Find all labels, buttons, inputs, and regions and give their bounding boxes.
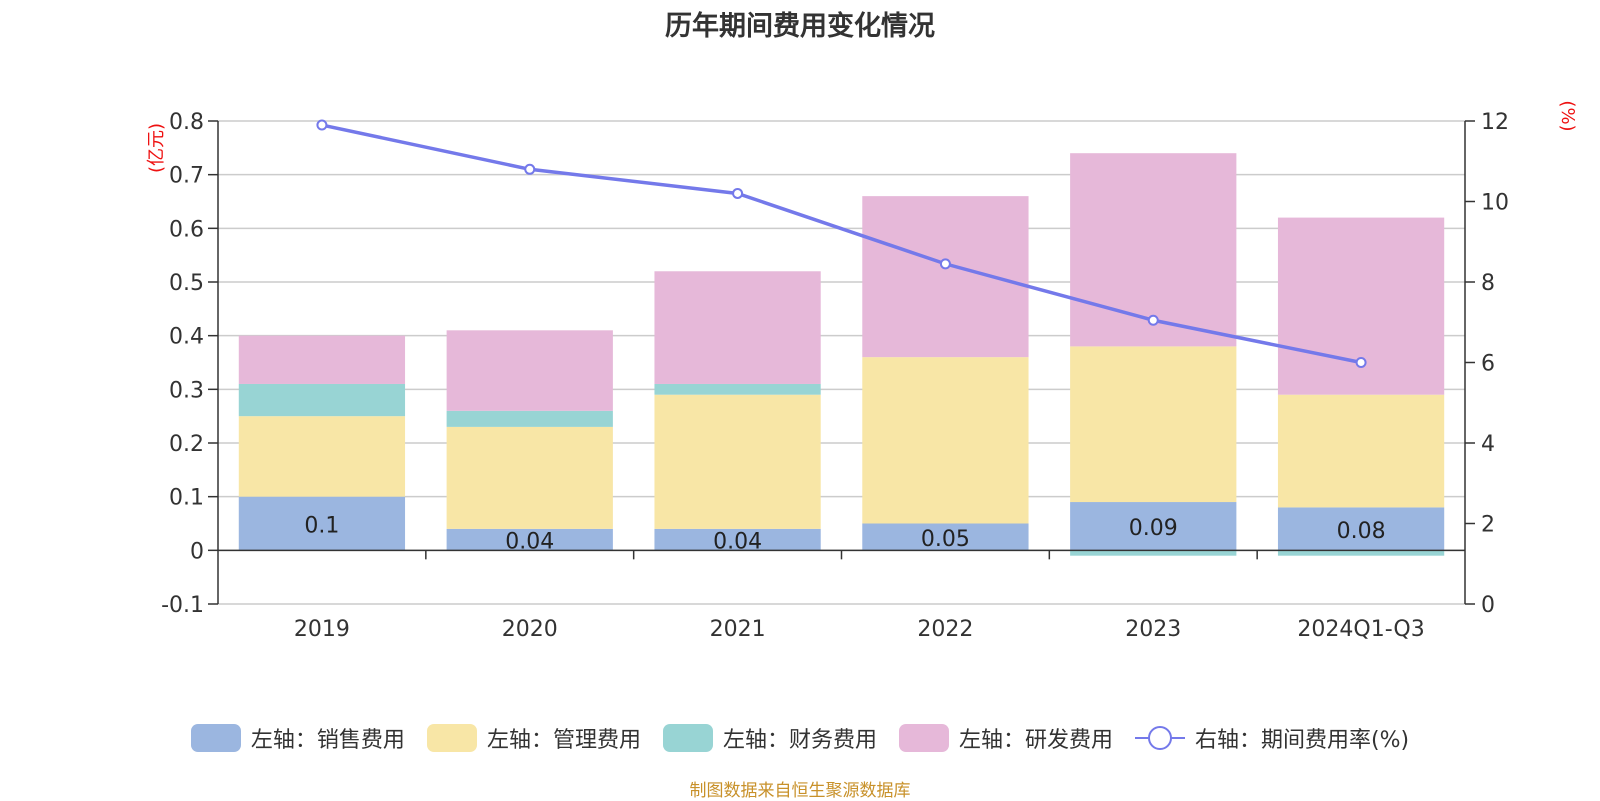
bar-rnd (1277, 217, 1445, 395)
legend-label-admin: 左轴：管理费用 (486, 728, 641, 753)
legend-swatch-rnd (898, 724, 949, 752)
bar-rnd (862, 196, 1029, 358)
sales-data-label: 0.09 (1129, 516, 1178, 541)
bar-finance (1070, 550, 1237, 556)
left-axis-tick-label: -0.1 (161, 593, 204, 618)
data-labels: 0.1 0.04 0.04 0.05 0.09 0.08 (304, 514, 1385, 555)
left-axis-tick-label: 0.4 (169, 325, 204, 350)
bar-admin (446, 426, 613, 529)
bar-finance (238, 383, 406, 417)
legend-label-finance: 左轴：财务费用 (722, 728, 877, 753)
legend-label-rnd: 左轴：研发费用 (958, 728, 1113, 753)
sales-data-label: 0.04 (713, 530, 762, 555)
bar-sales (238, 496, 406, 551)
bar-rnd (1070, 153, 1237, 347)
legend-swatch-finance (662, 724, 713, 752)
legend-swatch-admin (426, 724, 477, 752)
x-axis-category-label: 2021 (710, 617, 766, 642)
right-axis-tick-label: 4 (1481, 432, 1495, 457)
left-axis-tick-label: 0.7 (169, 164, 204, 189)
bars (238, 153, 1445, 556)
left-axis-tick-label: 0.2 (169, 432, 204, 457)
legend-item-rnd[interactable]: 左轴：研发费用 (898, 722, 1113, 754)
bar-finance (654, 383, 821, 395)
left-axis-tick-label: 0.8 (169, 110, 204, 135)
sales-data-label: 0.1 (304, 514, 339, 539)
bar-admin (238, 416, 406, 497)
bar-sales (862, 523, 1029, 551)
left-axis-tick-label: 0 (190, 539, 204, 564)
sales-data-label: 0.04 (505, 530, 554, 555)
bar-admin (654, 394, 821, 529)
legend-label-sales: 左轴：销售费用 (250, 728, 405, 753)
bar-sales (654, 528, 821, 551)
right-axis-tick-label: 2 (1481, 513, 1495, 538)
x-axis-category-label: 2022 (917, 617, 973, 642)
left-axis-unit-label: (亿元) (146, 123, 167, 173)
rate-point (1147, 314, 1159, 326)
bar-admin (1070, 346, 1237, 503)
right-axis-unit-label: (%) (1557, 100, 1578, 131)
rate-line (316, 119, 1367, 368)
sales-data-label: 0.08 (1337, 519, 1386, 544)
x-axis-category-label: 2020 (502, 617, 558, 642)
left-axis-tick-label: 0.1 (169, 486, 204, 511)
right-axis-tick-label: 12 (1481, 110, 1509, 135)
legend: 左轴：销售费用 左轴：管理费用 左轴：财务费用 左轴：研发费用 右轴：期间费用率… (0, 720, 1600, 756)
x-axis-category-label: 2019 (294, 617, 350, 642)
left-axis-tick-label: 0.3 (169, 378, 204, 403)
chart-title: 历年期间费用变化情况 (665, 11, 935, 42)
bar-sales (1070, 502, 1237, 551)
bar-admin (1277, 394, 1445, 508)
bar-sales (446, 528, 613, 551)
bar-sales (1277, 507, 1445, 551)
left-axis-tick-label: 0.6 (169, 217, 204, 242)
legend-line-marker-icon (1134, 726, 1185, 750)
rate-point (1355, 357, 1367, 368)
right-axis-tick-label: 10 (1481, 191, 1509, 216)
legend-label-rate: 右轴：期间费用率(%) (1194, 728, 1410, 753)
rate-point (732, 187, 744, 199)
bar-finance (1277, 550, 1445, 556)
right-axis-tick-label: 8 (1481, 271, 1495, 296)
rate-point (316, 119, 328, 131)
axes: 0.8 0.7 0.6 0.5 0.4 0.3 0.2 0.1 0 -0.1 12 10 8 6 4 2 0 (亿… (146, 100, 1578, 642)
rate-point (939, 258, 951, 270)
legend-item-admin[interactable]: 左轴：管理费用 (426, 722, 641, 754)
rate-point (524, 163, 536, 175)
right-axis-tick-label: 6 (1481, 352, 1495, 377)
bar-rnd (238, 335, 406, 384)
bar-rnd (446, 330, 613, 411)
legend-item-sales[interactable]: 左轴：销售费用 (190, 722, 405, 754)
legend-swatch-sales (190, 724, 241, 752)
x-axis-category-label: 2024Q1-Q3 (1297, 617, 1424, 642)
left-axis-tick-label: 0.5 (169, 271, 204, 296)
bar-rnd (654, 271, 821, 384)
legend-item-rate[interactable]: 右轴：期间费用率(%) (1134, 722, 1410, 754)
x-axis-category-label: 2023 (1125, 617, 1181, 642)
sales-data-label: 0.05 (921, 527, 970, 552)
bar-admin (862, 357, 1029, 524)
legend-item-finance[interactable]: 左轴：财务费用 (662, 722, 877, 754)
source-note: 制图数据来自恒生聚源数据库 (689, 781, 911, 801)
rate-line-path (321, 123, 1362, 365)
bar-finance (446, 410, 613, 427)
right-axis-tick-label: 0 (1481, 593, 1495, 618)
